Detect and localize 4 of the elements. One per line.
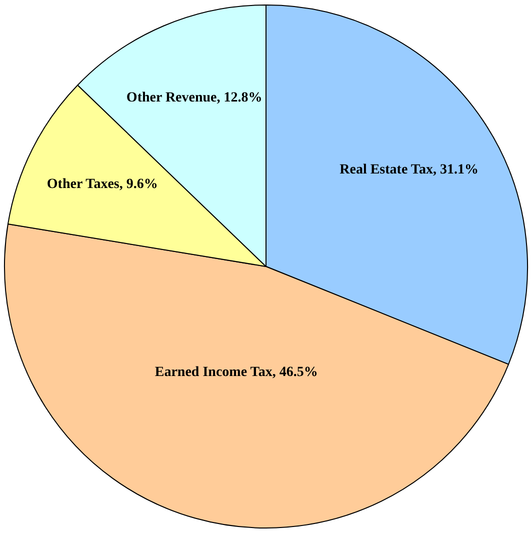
slice-label: Earned Income Tax, 46.5%	[154, 364, 318, 380]
slice-label: Real Estate Tax, 31.1%	[340, 162, 478, 178]
slice-label: Other Taxes, 9.6%	[46, 177, 158, 192]
slice-label: Other Revenue, 12.8%	[126, 90, 262, 106]
